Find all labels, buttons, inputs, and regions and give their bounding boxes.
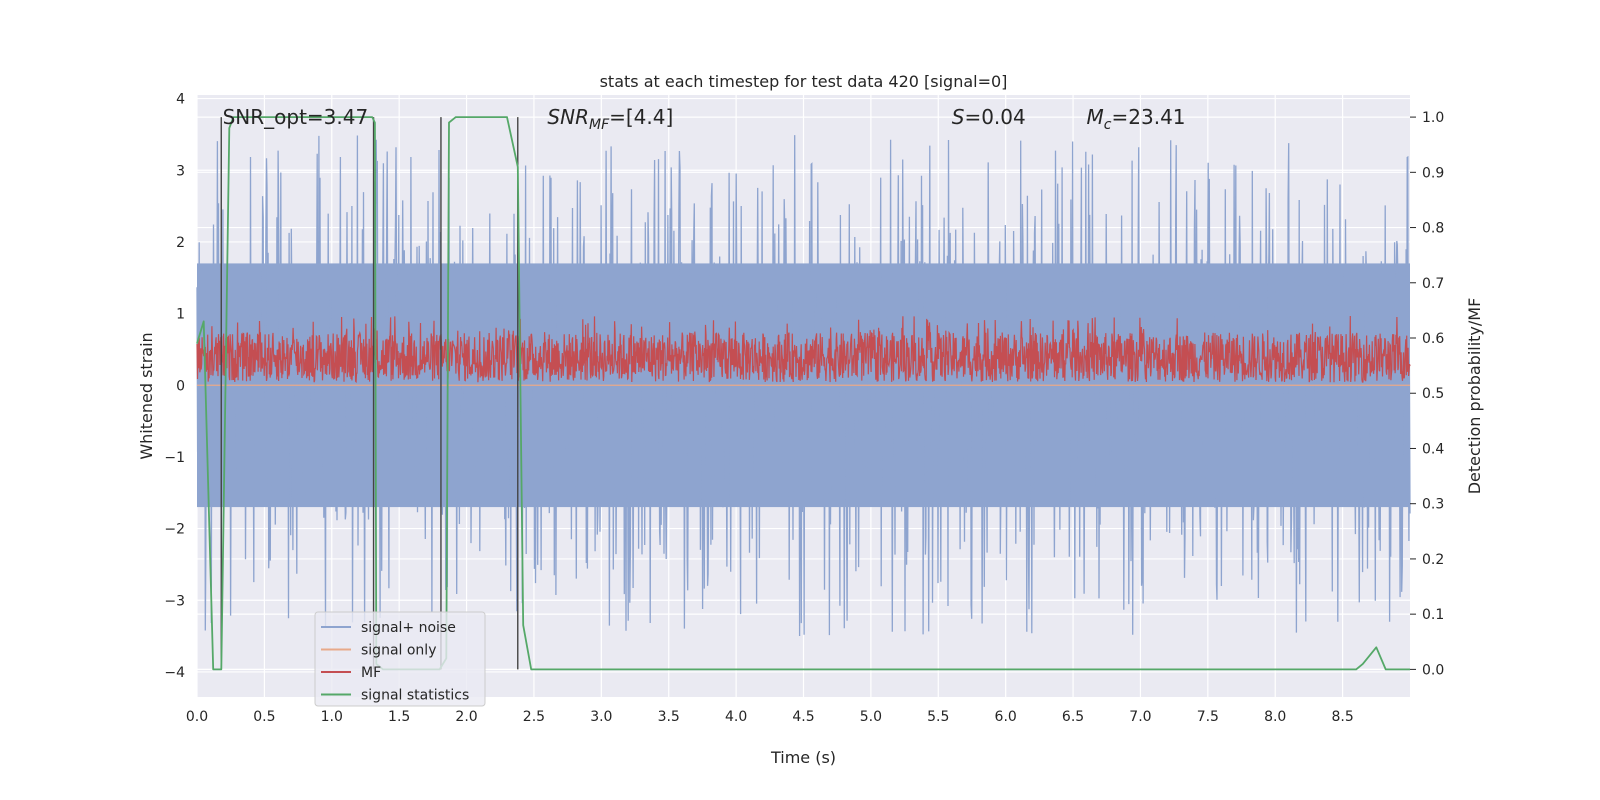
legend-label: signal only <box>361 643 436 659</box>
annotation-mc: Mc=23.41 <box>1087 105 1186 133</box>
y-axis-left-label: Whitened strain <box>137 332 156 459</box>
x-tick-label: 2.5 <box>523 709 545 725</box>
vertical-markers <box>220 117 519 670</box>
y-right-tick-label: 0.9 <box>1422 165 1444 181</box>
annotation-s-symbol: S <box>952 105 965 129</box>
legend-label: MF <box>361 665 381 681</box>
x-tick-label: 2.0 <box>455 709 477 725</box>
y-right-tick-label: 0.6 <box>1422 331 1444 347</box>
y-right-tick-label: 0.2 <box>1422 552 1444 568</box>
y-left-tick-label: −3 <box>164 593 185 609</box>
x-tick-label: 8.0 <box>1264 709 1286 725</box>
y-left-tick-label: 0 <box>176 378 185 394</box>
x-tick-label: 7.5 <box>1197 709 1219 725</box>
mf-line <box>196 315 1411 384</box>
chart-title: stats at each timestep for test data 420… <box>600 72 1008 91</box>
y-right-tick-label: 0.5 <box>1422 386 1444 402</box>
y-left-tick-label: −1 <box>164 450 185 466</box>
annotation-snr-opt: SNR_opt=3.47 <box>223 105 369 129</box>
y-right-tick-label: 0.8 <box>1422 221 1444 237</box>
y-right-tick-label: 0.0 <box>1422 662 1444 678</box>
annotation-mc-symbol: M <box>1087 105 1104 129</box>
legend-label: signal statistics <box>361 688 469 704</box>
x-tick-label: 0.5 <box>253 709 275 725</box>
x-axis-ticks: 0.0 0.5 1.0 1.5 2.0 2.5 3.0 3.5 4.0 4.5 5.0 5.5 6.0 6… <box>186 709 1354 725</box>
y-left-tick-label: 2 <box>176 235 185 251</box>
signal-statistics-line <box>196 116 1410 671</box>
noise-line <box>196 135 1411 637</box>
series-mf <box>196 315 1411 384</box>
annotation-mc-subscript: c <box>1104 117 1112 133</box>
annotation-mc-value: =23.41 <box>1112 105 1186 129</box>
annotation-s: S=0.04 <box>952 105 1026 129</box>
y-axis-right-ticks: 0.0 0.1 0.2 0.3 0.4 0.5 0.6 0.7 0.8 0.9 1.0 <box>1410 110 1444 678</box>
y-axis-left-ticks: −4 −3 −2 −1 0 1 2 3 4 <box>164 92 185 681</box>
x-tick-label: 3.5 <box>658 709 680 725</box>
y-left-tick-label: 4 <box>176 92 185 108</box>
x-tick-label: 1.0 <box>321 709 343 725</box>
x-tick-label: 7.0 <box>1129 709 1151 725</box>
x-tick-label: 8.5 <box>1331 709 1353 725</box>
y-left-tick-label: 1 <box>176 307 185 323</box>
legend-label: signal+ noise <box>361 620 456 636</box>
legend-box <box>314 611 486 707</box>
x-tick-label: 4.5 <box>792 709 814 725</box>
x-tick-label: 0.0 <box>186 709 208 725</box>
x-tick-label: 6.0 <box>995 709 1017 725</box>
y-left-tick-label: −2 <box>164 522 185 538</box>
y-right-tick-label: 0.1 <box>1422 607 1444 623</box>
y-right-tick-label: 0.4 <box>1422 441 1444 457</box>
annotation-snr-mf: SNRMF=[4.4] <box>547 105 673 133</box>
legend: signal+ noise signal only MF signal statist… <box>314 611 486 707</box>
x-tick-label: 3.0 <box>590 709 612 725</box>
y-right-tick-label: 1.0 <box>1422 110 1444 126</box>
x-tick-label: 6.5 <box>1062 709 1084 725</box>
y-left-tick-label: 3 <box>176 163 185 179</box>
x-axis-label: Time (s) <box>770 748 836 767</box>
series-signal-statistics <box>196 116 1410 671</box>
y-right-tick-label: 0.3 <box>1422 497 1444 513</box>
x-tick-label: 5.5 <box>927 709 949 725</box>
y-left-tick-label: −4 <box>164 665 185 681</box>
x-tick-label: 4.0 <box>725 709 747 725</box>
annotation-snr-mf-value: =[4.4] <box>609 105 673 129</box>
x-tick-label: 5.0 <box>860 709 882 725</box>
x-tick-label: 1.5 <box>388 709 410 725</box>
y-right-tick-label: 0.7 <box>1422 276 1444 292</box>
y-axis-right-label: Detection probability/MF <box>1465 298 1484 495</box>
annotation-snr-mf-subscript: MF <box>589 117 610 133</box>
annotation-s-value: =0.04 <box>964 105 1025 129</box>
annotation-snr-mf-symbol: SNR <box>547 105 589 129</box>
